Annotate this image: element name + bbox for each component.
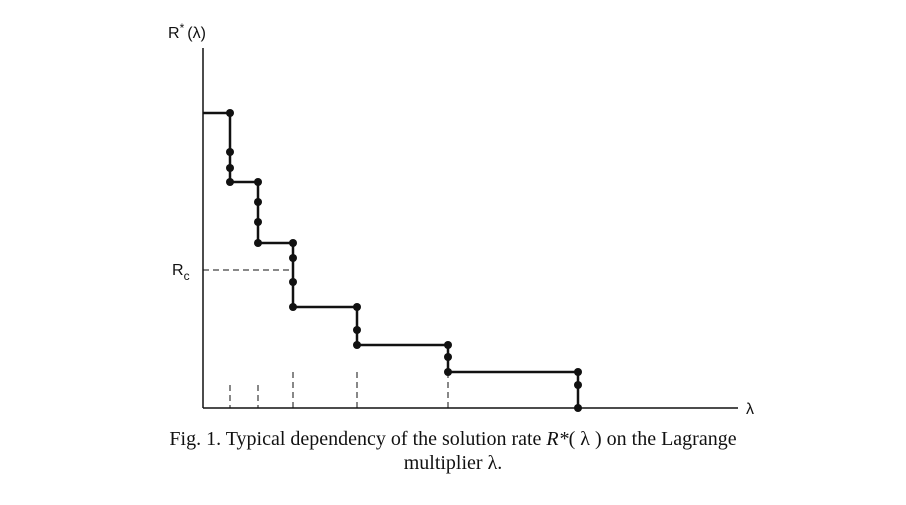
dot	[226, 148, 234, 156]
dot	[444, 368, 452, 376]
dot	[226, 109, 234, 117]
dot	[444, 353, 452, 361]
y-axis-label: R* (λ)	[168, 21, 206, 42]
dot	[444, 341, 452, 349]
dot	[289, 254, 297, 262]
dot	[574, 368, 582, 376]
breakpoints	[226, 109, 582, 412]
dot	[289, 303, 297, 311]
dot	[226, 178, 234, 186]
dot	[353, 341, 361, 349]
dot	[254, 218, 262, 226]
x-axis-label: λ	[746, 401, 754, 418]
dot	[574, 404, 582, 412]
dot	[254, 239, 262, 247]
dot	[289, 239, 297, 247]
dot	[289, 278, 297, 286]
label-base: R	[172, 262, 184, 279]
caption-text: Fig. 1. Typical dependency of the soluti…	[169, 428, 547, 450]
dot	[254, 178, 262, 186]
step-curve	[203, 111, 580, 408]
dot	[254, 198, 262, 206]
caption-symbol: R*	[546, 428, 569, 450]
dot	[353, 326, 361, 334]
label-base: R	[168, 25, 180, 42]
drop-lines	[229, 372, 449, 408]
figure: R* (λ) Rc λ	[168, 21, 754, 418]
label-sub: c	[184, 269, 190, 283]
dot	[226, 164, 234, 172]
caption-line: multiplier λ.	[403, 452, 503, 474]
caption-text: ( λ ) on the Lagrange	[568, 428, 737, 450]
threshold-label: Rc	[172, 262, 190, 283]
label-arg: (λ)	[187, 25, 206, 42]
caption-line: Fig. 1. Typical dependency of the soluti…	[0, 428, 906, 451]
dot	[574, 381, 582, 389]
dot	[353, 303, 361, 311]
label-sup: *	[180, 21, 185, 35]
